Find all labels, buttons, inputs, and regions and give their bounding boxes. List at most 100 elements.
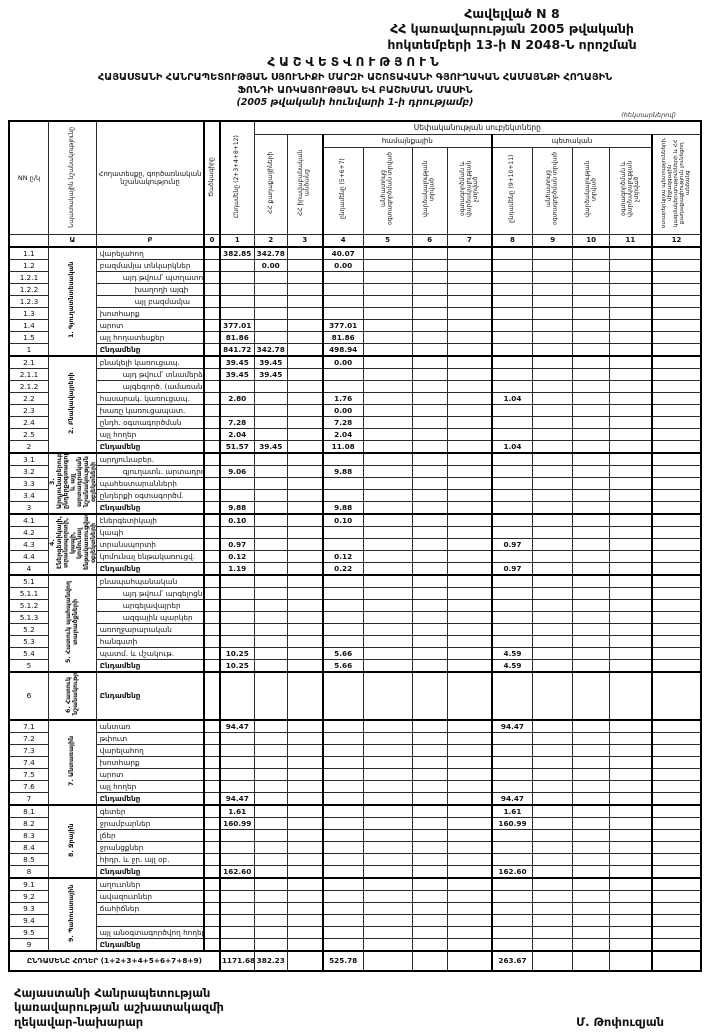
index-cell: 0: [203, 233, 221, 248]
value-cell-col10: [572, 258, 610, 272]
value-cell-col11: [608, 816, 653, 830]
value-cell-col1: [218, 282, 255, 296]
value-cell-col10: [572, 427, 610, 441]
table-row: 4.3 տրանսպորտի 0.97 0.97: [8, 537, 702, 551]
value-cell-col12: [650, 318, 702, 332]
value-cell-col12: [650, 803, 702, 818]
value-cell-col11: [608, 294, 653, 308]
value-cell-col12: [650, 415, 702, 429]
value-cell-col7: [446, 718, 493, 733]
value-cell-col9: [531, 901, 574, 915]
value-cell-col10: [572, 294, 610, 308]
value-cell-col1: [218, 488, 255, 502]
value-cell-col7: [446, 500, 493, 514]
land-type-cell: հասարակ. կառուցապ.: [95, 391, 205, 405]
land-type-cell: ազգային պարկեր: [95, 610, 205, 624]
value-cell-col5: [362, 828, 413, 842]
report-title: ՀԱՇՎԵՏՎՈՒԹՅՈՒՆ: [267, 54, 443, 69]
grand-value-col8: 263.67: [490, 949, 533, 971]
value-cell-col4: [321, 573, 364, 588]
value-cell-col0: [203, 427, 221, 441]
value-cell-col5: [362, 718, 413, 733]
value-cell-col1: [218, 779, 255, 793]
value-cell-col4: [321, 451, 364, 466]
value-cell-col12: [650, 852, 702, 866]
value-cell-col6: [411, 925, 448, 939]
value-cell-col0: [203, 537, 221, 551]
value-cell-col12: [650, 427, 702, 441]
value-cell-col2: [253, 913, 288, 927]
value-cell-col3: [286, 828, 324, 842]
value-cell-col4: [321, 379, 364, 393]
index-cell: 2: [253, 233, 288, 248]
value-cell-col2: [253, 743, 288, 757]
value-cell-col5: [362, 755, 413, 769]
value-cell-col11: [608, 354, 653, 369]
value-cell-col2: [253, 634, 288, 648]
value-cell-col6: [411, 342, 448, 356]
value-cell-col8: [490, 258, 533, 272]
value-cell-col7: [446, 937, 493, 951]
value-cell-col2: [253, 270, 288, 284]
value-cell-col2: 0.00: [253, 258, 288, 272]
header-landtype: Հողատեսքը, գործառնական նշանակությունը: [95, 120, 205, 235]
value-cell-col2: [253, 427, 288, 441]
table-row: 1.2.2 խաղողի այգի: [8, 282, 702, 296]
value-cell-col12: [650, 525, 702, 539]
table-row: 8.5 հիդր. և ջր. այլ օբ.: [8, 852, 702, 866]
value-cell-col8: [490, 318, 533, 332]
appendix-line: Հավելված N 8: [464, 6, 560, 21]
value-cell-col2: [253, 658, 288, 672]
value-cell-col2: [253, 488, 288, 502]
value-cell-col7: [446, 622, 493, 636]
value-cell-col9: [531, 586, 574, 600]
index-cell: 7: [446, 233, 493, 248]
value-cell-col6: [411, 549, 448, 563]
value-cell-col4: [321, 731, 364, 745]
value-cell-col11: [608, 573, 653, 588]
value-cell-col0: [203, 270, 221, 284]
row-number-cell: 1.2: [8, 258, 49, 272]
value-cell-col2: [253, 816, 288, 830]
value-cell-col5: [362, 451, 413, 466]
row-number-cell: 2.5: [8, 427, 49, 441]
land-type-cell: բազմամյա տնկարկներ: [95, 258, 205, 272]
value-cell-col2: [253, 330, 288, 344]
land-type-cell: պատմ. և մշակութ.: [95, 646, 205, 660]
value-cell-col4: [321, 840, 364, 854]
value-cell-col7: [446, 573, 493, 588]
value-cell-col11: [608, 537, 653, 551]
value-cell-col1: 0.97: [218, 537, 255, 551]
appendix-note: Հավելված N 8 ՀՀ կառավարության 2005 թվակա…: [322, 6, 702, 52]
value-cell-col7: [446, 282, 493, 296]
value-cell-col1: [218, 937, 255, 951]
value-cell-col10: [572, 586, 610, 600]
table-row: 9.4: [8, 913, 702, 927]
value-cell-col10: [572, 876, 610, 891]
value-cell-col8: [490, 586, 533, 600]
land-type-cell: առողջարարական: [95, 622, 205, 636]
value-cell-col11: [608, 658, 653, 672]
value-cell-col8: [490, 294, 533, 308]
value-cell-col8: [490, 379, 533, 393]
value-cell-col12: [650, 306, 702, 320]
footer-line: կառավարության աշխատակազմի: [14, 1000, 224, 1015]
value-cell-col9: [531, 755, 574, 769]
value-cell-col0: [203, 573, 221, 588]
table-row: 7.6 այլ հողեր: [8, 779, 702, 793]
index-cell: 9: [531, 233, 574, 248]
value-cell-col1: 94.47: [218, 791, 255, 805]
value-cell-col0: [203, 342, 221, 356]
value-cell-col4: 7.28: [321, 415, 364, 429]
value-cell-col8: [490, 525, 533, 539]
land-type-cell: կապի: [95, 525, 205, 539]
value-cell-col6: [411, 282, 448, 296]
value-cell-col7: [446, 610, 493, 624]
value-cell-col2: [253, 451, 288, 466]
footer: Հայաստանի Հանրապետության կառավարության ա…: [14, 986, 664, 1031]
value-cell-col1: 841.72: [218, 342, 255, 356]
land-type-cell: Ընդամենը: [95, 500, 205, 514]
table-row: 9 Ընդամենը: [8, 937, 702, 951]
value-cell-col5: [362, 342, 413, 356]
land-type-cell: արոտ: [95, 767, 205, 781]
